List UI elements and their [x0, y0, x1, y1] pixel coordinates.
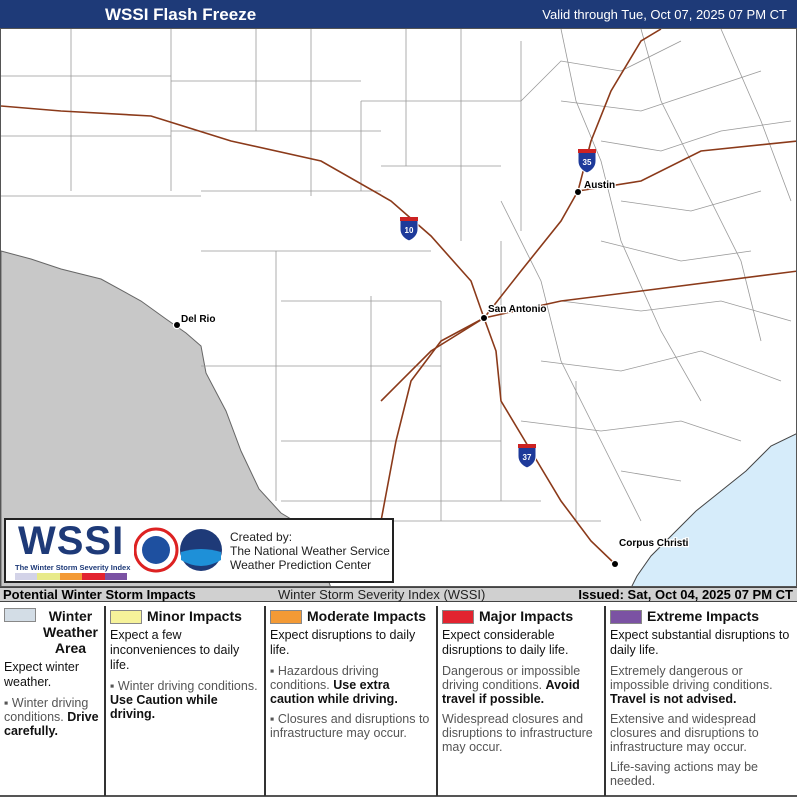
legend-winter-weather-area: Winter Weather Area Expect winter weather… — [0, 606, 106, 796]
wssi-subtitle: The Winter Storm Severity Index — [15, 563, 131, 572]
index-name: Winter Storm Severity Index (WSSI) — [278, 587, 486, 602]
header: WSSI Flash Freeze Valid through Tue, Oct… — [0, 0, 797, 28]
valid-time: Valid through Tue, Oct 07, 2025 07 PM CT — [542, 7, 787, 22]
legend-swatch — [110, 610, 142, 625]
legend-bullet: ▪ Hazardous driving conditions. Use extr… — [270, 664, 398, 707]
impact-legend: Winter Weather Area Expect winter weather… — [0, 602, 797, 797]
legend-swatch — [442, 610, 474, 625]
legend-expectation: Expect considerable disruptions to daily… — [442, 628, 569, 658]
city-marker-san-antonio — [479, 313, 489, 323]
interstate-shield-10: 10 — [399, 217, 419, 242]
nws-noaa-logos — [134, 527, 222, 573]
svg-text:10: 10 — [405, 226, 414, 235]
impacts-heading: Potential Winter Storm Impacts — [3, 587, 196, 602]
status-bar: Potential Winter Storm Impacts Winter St… — [0, 587, 797, 602]
legend-title: Minor Impacts — [147, 608, 242, 624]
city-label-del-rio: Del Rio — [181, 314, 215, 325]
city-label-corpus-christi: Corpus Christi — [619, 538, 689, 549]
legend-minor-impacts: Minor Impacts Expect a few inconveniences… — [106, 606, 266, 796]
legend-expectation: Expect substantial disruptions to daily … — [610, 628, 790, 658]
svg-text:35: 35 — [583, 158, 592, 167]
interstate-shield-37: 37 — [517, 444, 537, 469]
issued-time: Issued: Sat, Oct 04, 2025 07 PM CT — [578, 587, 793, 602]
legend-expectation: Expect disruptions to daily life. — [270, 628, 416, 658]
legend-bullet: ▪ Closures and disruptions to infrastruc… — [270, 712, 430, 741]
legend-bullet: Extensive and widespread closures and di… — [610, 712, 759, 755]
legend-swatch — [610, 610, 642, 625]
legend-moderate-impacts: Moderate Impacts Expect disruptions to da… — [266, 606, 438, 796]
county-lines — [1, 28, 792, 522]
legend-bullet: ▪ Winter driving conditions. Drive caref… — [4, 696, 99, 738]
city-marker-austin — [573, 187, 583, 197]
map-title: WSSI Flash Freeze — [105, 5, 257, 24]
legend-bullet: ▪ Winter driving conditions. Use Caution… — [110, 679, 258, 722]
legend-expectation: Expect a few inconveniences to daily lif… — [110, 628, 240, 673]
svg-text:37: 37 — [523, 453, 532, 462]
legend-title: Moderate Impacts — [307, 608, 427, 624]
city-marker-corpus-christi — [610, 559, 620, 569]
wssi-color-bar — [15, 573, 128, 580]
map[interactable]: 35 10 37 Austin San Antonio Del Rio Corp… — [0, 28, 797, 589]
legend-bullet: Life-saving actions may be needed. — [610, 760, 758, 789]
city-marker-del-rio — [172, 320, 182, 330]
legend-bullet: Dangerous or impossible driving conditio… — [442, 664, 581, 707]
legend-swatch — [4, 608, 36, 622]
city-label-san-antonio: San Antonio — [488, 304, 547, 315]
legend-bullet: Extremely dangerous or impossible drivin… — [610, 664, 773, 707]
legend-swatch — [270, 610, 302, 625]
city-label-austin: Austin — [584, 180, 615, 191]
interstate-shield-35: 35 — [577, 149, 597, 174]
legend-bullet: Widespread closures and disruptions to i… — [442, 712, 593, 755]
legend-expectation: Expect winter weather. — [4, 660, 80, 689]
legend-title: Winter Weather Area — [43, 608, 98, 656]
wssi-logo: WSSI — [18, 519, 125, 563]
legend-title: Major Impacts — [479, 608, 574, 624]
credits: Created by: The National Weather Service W… — [230, 530, 390, 572]
legend-major-impacts: Major Impacts Expect considerable disrupt… — [438, 606, 606, 796]
legend-title: Extreme Impacts — [647, 608, 760, 624]
legend-extreme-impacts: Extreme Impacts Expect substantial disrup… — [606, 606, 797, 796]
logo-box: WSSI The Winter Storm Severity Index Cre… — [4, 518, 394, 583]
